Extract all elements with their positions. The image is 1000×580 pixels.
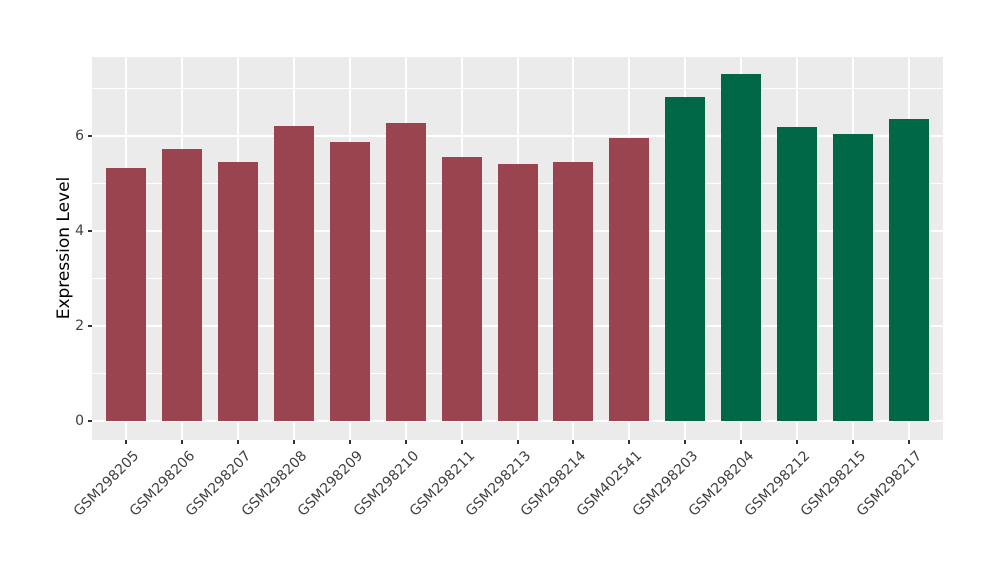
bar-GSM298212 — [777, 127, 818, 421]
y-tick-mark — [88, 324, 92, 327]
x-tick-mark — [404, 440, 407, 444]
x-tick-mark — [516, 440, 519, 444]
x-tick-mark — [852, 440, 855, 444]
y-tick-label: 0 — [75, 412, 84, 429]
x-tick-mark — [236, 440, 239, 444]
y-tick-mark — [88, 419, 92, 422]
y-tick-label: 6 — [75, 127, 84, 144]
y-tick-mark — [88, 229, 92, 232]
x-tick-mark — [460, 440, 463, 444]
bar-GSM298210 — [385, 122, 426, 421]
bar-GSM298217 — [889, 119, 930, 421]
bar-GSM298206 — [161, 149, 202, 421]
y-axis-title: Expression Level — [54, 176, 74, 320]
bar-GSM298204 — [721, 74, 762, 421]
bar-GSM298209 — [329, 141, 370, 421]
y-tick-label: 2 — [75, 317, 84, 334]
bar-GSM298203 — [665, 97, 706, 421]
x-tick-mark — [684, 440, 687, 444]
x-tick-mark — [572, 440, 575, 444]
bar-GSM298207 — [217, 162, 258, 421]
bar-GSM298213 — [497, 164, 538, 421]
bar-GSM402541 — [609, 138, 650, 421]
y-tick-mark — [88, 134, 92, 137]
bar-GSM298214 — [553, 161, 594, 421]
x-tick-mark — [292, 440, 295, 444]
x-tick-mark — [180, 440, 183, 444]
x-tick-mark — [628, 440, 631, 444]
x-tick-mark — [124, 440, 127, 444]
plot-panel — [92, 57, 943, 440]
bar-GSM298208 — [273, 126, 314, 421]
bar-GSM298205 — [105, 167, 146, 421]
x-tick-mark — [908, 440, 911, 444]
bar-GSM298215 — [833, 133, 874, 421]
y-tick-label: 4 — [75, 222, 84, 239]
x-tick-mark — [796, 440, 799, 444]
x-tick-mark — [348, 440, 351, 444]
bar-GSM298211 — [441, 157, 482, 421]
x-tick-mark — [740, 440, 743, 444]
